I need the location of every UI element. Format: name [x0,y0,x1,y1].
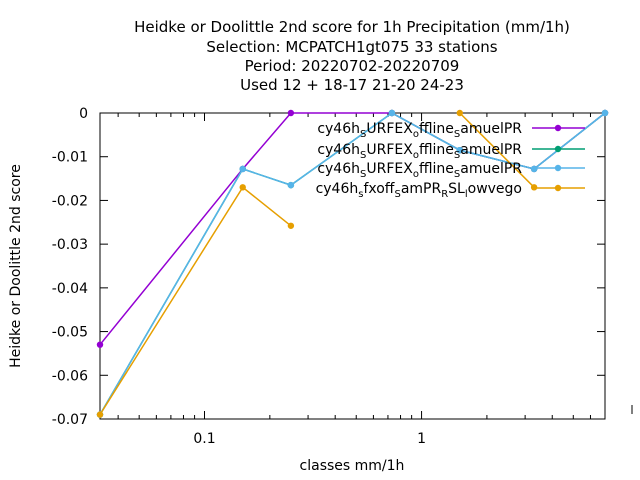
legend-label-part: ffline [419,161,454,177]
y-tick-label: -0.04 [52,281,88,297]
data-point [601,109,609,117]
legend-label-part: o [413,169,419,180]
legend-label-part: S [394,189,400,200]
legend-label-part: o [413,129,419,140]
series-line [99,112,606,416]
data-point [239,184,246,191]
legend-marker [554,124,562,132]
series-line [99,112,606,416]
chart-title-line-3: Period: 20220702-20220709 [245,57,460,75]
y-tick-label: -0.01 [52,150,88,166]
legend-label-part: cy46h [317,121,360,137]
chart-title: Heidke or Doolittle 2nd score for 1h Pre… [134,18,570,94]
legend-label-part: amuelPR [460,142,522,158]
legend-label-part: amuelPR [460,121,522,137]
y-axis-label: Heidke or Doolittle 2nd score [8,164,24,368]
legend-label-part: S [454,150,460,161]
legend-label-part: fxoff [363,181,394,197]
legend-label-part: s [358,189,363,200]
legend-label-part: URFEX [366,121,413,137]
series-line [459,112,535,188]
data-point [388,109,396,117]
series-3 [96,109,609,418]
data-point [287,222,295,229]
legend-label-3: cy46hSURFEXofflineSamuelPR [317,161,522,180]
legend-label-part: S [360,129,366,140]
y-tick-label: -0.05 [52,325,88,341]
legend-label-part: R [441,189,448,200]
chart-title-line-2: Selection: MCPATCH1gt075 33 stations [206,38,497,56]
y-tick-label: -0.06 [52,368,88,384]
x-tick-label: 0.1 [193,431,215,447]
x-tick-label: 1 [417,431,426,447]
legend-marker [554,164,562,172]
y-tick-label: 0 [79,106,88,122]
legend-label-part: URFEX [366,142,413,158]
legend-label-part: o [413,150,419,161]
data-point [96,341,104,348]
legend-label-part: ffline [419,121,454,137]
legend-label-2: cy46hSURFEXofflineSamuelPR [317,142,522,161]
y-tick-label: -0.03 [52,237,88,253]
legend-label-part: owvego [468,181,522,197]
data-point [287,181,295,189]
legend-label-part: amPR [401,181,442,197]
y-tick-label: -0.07 [52,412,88,428]
legend-label-part: cy46h [316,181,359,197]
legend-marker [554,184,562,192]
legend-label-part: S [360,169,366,180]
data-point [530,165,538,173]
series-line [99,186,292,416]
legend-label-part: cy46h [317,142,360,158]
legend-label-part: S [360,150,366,161]
data-point [239,165,246,173]
x-axis: 0.1 1 [117,113,606,447]
legend-label-4: cy46hsfxoffSamPRRSLlowvego [316,181,522,200]
legend-label-1: cy46hSURFEXofflineSamuelPR [317,121,522,140]
data-point [456,109,463,117]
legend-label-part: S [454,129,460,140]
data-point [456,146,463,154]
y-axis: 0 -0.01 -0.02 -0.03 -0.04 -0.05 -0.06 -0.07 [52,106,605,428]
x-axis-label: classes mm/1h [300,458,405,474]
data-point [287,109,295,117]
y-tick-label: -0.02 [52,193,88,209]
legend-label-part: l [465,189,468,200]
chart-title-line-1: Heidke or Doolittle 2nd score for 1h Pre… [134,18,570,36]
legend-label-part: SL [448,181,465,197]
series-4 [96,109,538,418]
legend: cy46hSURFEXofflineSamuelPRcy46hSURFEXoff… [316,121,585,200]
data-point [96,411,104,418]
legend-label-part: ffline [419,142,454,158]
legend-label-part: S [454,169,460,180]
plot-frame [99,112,606,420]
series-layer [96,109,609,418]
legend-label-part: URFEX [366,161,413,177]
legend-label-part: amuelPR [460,161,522,177]
legend-marker [554,145,562,153]
chart-title-line-4: Used 12 + 18-17 21-20 24-23 [240,76,464,94]
legend-label-part: cy46h [317,161,360,177]
